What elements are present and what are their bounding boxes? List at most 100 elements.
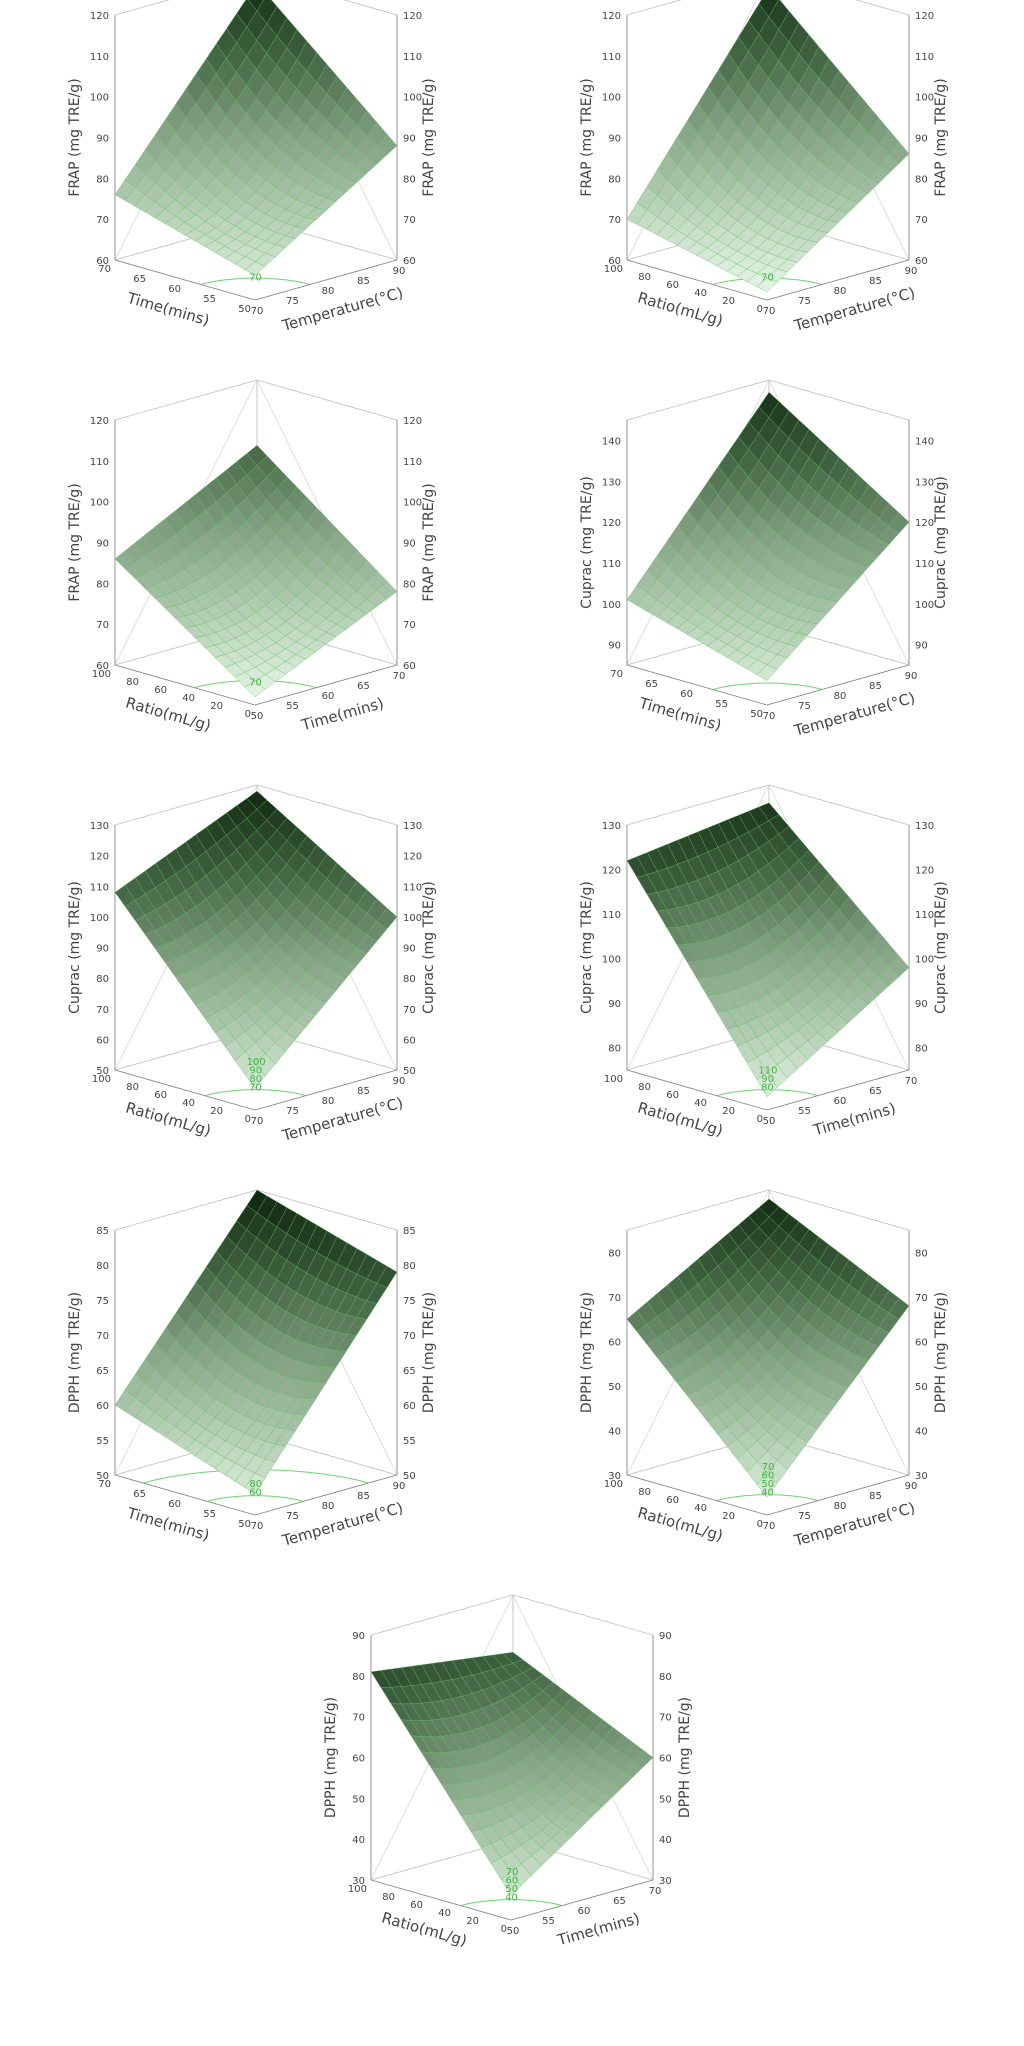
x-tick-label: 70 [251,1116,264,1127]
x-tick-label: 90 [393,1481,406,1492]
y-tick-label: 60 [666,280,679,291]
y-tick-label: 60 [154,1090,167,1101]
x-tick-label: 85 [357,1086,370,1097]
contour-label: 110 [758,1066,777,1077]
z-tick-label-right: 60 [915,256,928,267]
x-tick-label: 70 [763,711,776,722]
z-tick-label-left: 110 [602,910,621,921]
z-tick-label-right: 100 [915,600,934,611]
surface-patch [756,1472,778,1498]
x-tick-label: 50 [763,1116,776,1127]
x-tick-label: 70 [905,1076,918,1087]
surface-patch [500,1871,522,1896]
z-tick-label-left: 60 [608,256,621,267]
y-tick-label: 55 [203,1509,216,1520]
x-axis-title: Time(mins) [811,1099,898,1139]
y-tick-label: 100 [92,1074,111,1085]
y-tick-label: 40 [694,288,707,299]
z-axis-title-right: Cuprac (mg TRE/g) [933,881,949,1014]
y-axis-title: Ratio(mL/g) [636,1504,725,1545]
z-tick-label-right: 60 [403,1401,416,1412]
surface-panel-9: 50 55 60 65 70 0 20 40 60 80 100 30 30 40 40 50 50 60 60 70… [256,1594,768,2040]
z-tick-label-right: 120 [915,866,934,877]
z-tick-label-right: 50 [403,1471,416,1482]
contour-label: 60 [762,1471,775,1482]
z-tick-label-left: 70 [608,215,621,226]
z-tick-label-right: 30 [659,1876,672,1887]
z-tick-label-left: 120 [90,11,109,22]
y-tick-label: 80 [126,1082,139,1093]
z-axis-title-left: DPPH (mg TRE/g) [67,1292,83,1413]
z-tick-label-left: 75 [96,1296,109,1307]
z-tick-label-right: 120 [403,416,422,427]
x-tick-label: 80 [834,286,847,297]
surface-patch [244,680,266,698]
x-axis-line [766,1474,910,1516]
z-tick-label-left: 80 [96,1261,109,1272]
z-tick-label-left: 70 [96,1005,109,1016]
x-tick-label: 60 [322,691,335,702]
floor-contour-line [200,277,311,285]
x-tick-label: 55 [286,701,299,712]
y-tick-label: 40 [182,1098,195,1109]
z-tick-label-right: 60 [403,256,416,267]
y-axis-line [626,664,768,706]
z-tick-label-right: 90 [915,999,928,1010]
z-tick-label-left: 80 [96,974,109,985]
y-tick-label: 80 [638,1487,651,1498]
z-tick-label-left: 70 [96,1331,109,1342]
surface-patch [756,664,778,681]
z-tick-label-left: 100 [602,955,621,966]
x-axis-line [510,1879,654,1921]
z-tick-label-left: 90 [96,539,109,550]
contour-label: 70 [762,1462,775,1473]
z-tick-label-right: 100 [403,913,422,924]
y-tick-label: 65 [133,274,146,285]
y-tick-label: 0 [245,709,251,720]
z-tick-label-right: 60 [659,1754,672,1765]
y-axis-line [370,1879,512,1921]
contour-label: 70 [761,272,774,283]
x-tick-label: 80 [834,691,847,702]
z-tick-label-right: 70 [915,1293,928,1304]
z-tick-label-left: 70 [96,215,109,226]
z-tick-label-left: 60 [96,256,109,267]
x-axis-title: Temperature(°C) [279,1094,405,1145]
z-tick-label-left: 140 [602,436,621,447]
z-axis-title-right: FRAP (mg TRE/g) [421,78,437,196]
floor-contour-line [207,1495,304,1502]
contour-label: 90 [761,1074,774,1085]
z-tick-label-left: 70 [96,620,109,631]
z-tick-label-left: 60 [96,1035,109,1046]
x-axis-line [254,1474,398,1516]
z-tick-label-right: 55 [403,1436,416,1447]
z-axis-title-left: FRAP (mg TRE/g) [67,78,83,196]
contour-label: 70 [506,1867,519,1878]
contour-label: 70 [249,677,262,688]
z-tick-label-right: 70 [403,215,416,226]
y-tick-label: 60 [154,685,167,696]
z-tick-label-right: 60 [915,1337,928,1348]
x-axis-line [766,664,910,706]
z-tick-label-right: 90 [915,641,928,652]
surface-patch [244,1063,266,1089]
z-tick-label-right: 40 [915,1426,928,1437]
surface-patch [756,277,778,293]
z-tick-label-left: 110 [90,52,109,63]
z-tick-label-left: 90 [352,1631,365,1642]
contour-label: 90 [250,1066,263,1077]
z-tick-label-left: 80 [96,174,109,185]
z-axis-title-left: FRAP (mg TRE/g) [67,483,83,601]
surface-panel-3: 50 55 60 65 70 0 20 40 60 80 100 60 60 70 70 80 80 90 90 10… [0,379,512,810]
surface-patch [244,1473,266,1495]
x-tick-label: 70 [649,1886,662,1897]
z-tick-label-left: 70 [352,1713,365,1724]
z-tick-label-right: 65 [403,1366,416,1377]
z-tick-label-right: 40 [659,1835,672,1846]
z-tick-label-right: 90 [403,539,416,550]
z-tick-label-left: 120 [602,11,621,22]
z-tick-label-right: 80 [403,974,416,985]
